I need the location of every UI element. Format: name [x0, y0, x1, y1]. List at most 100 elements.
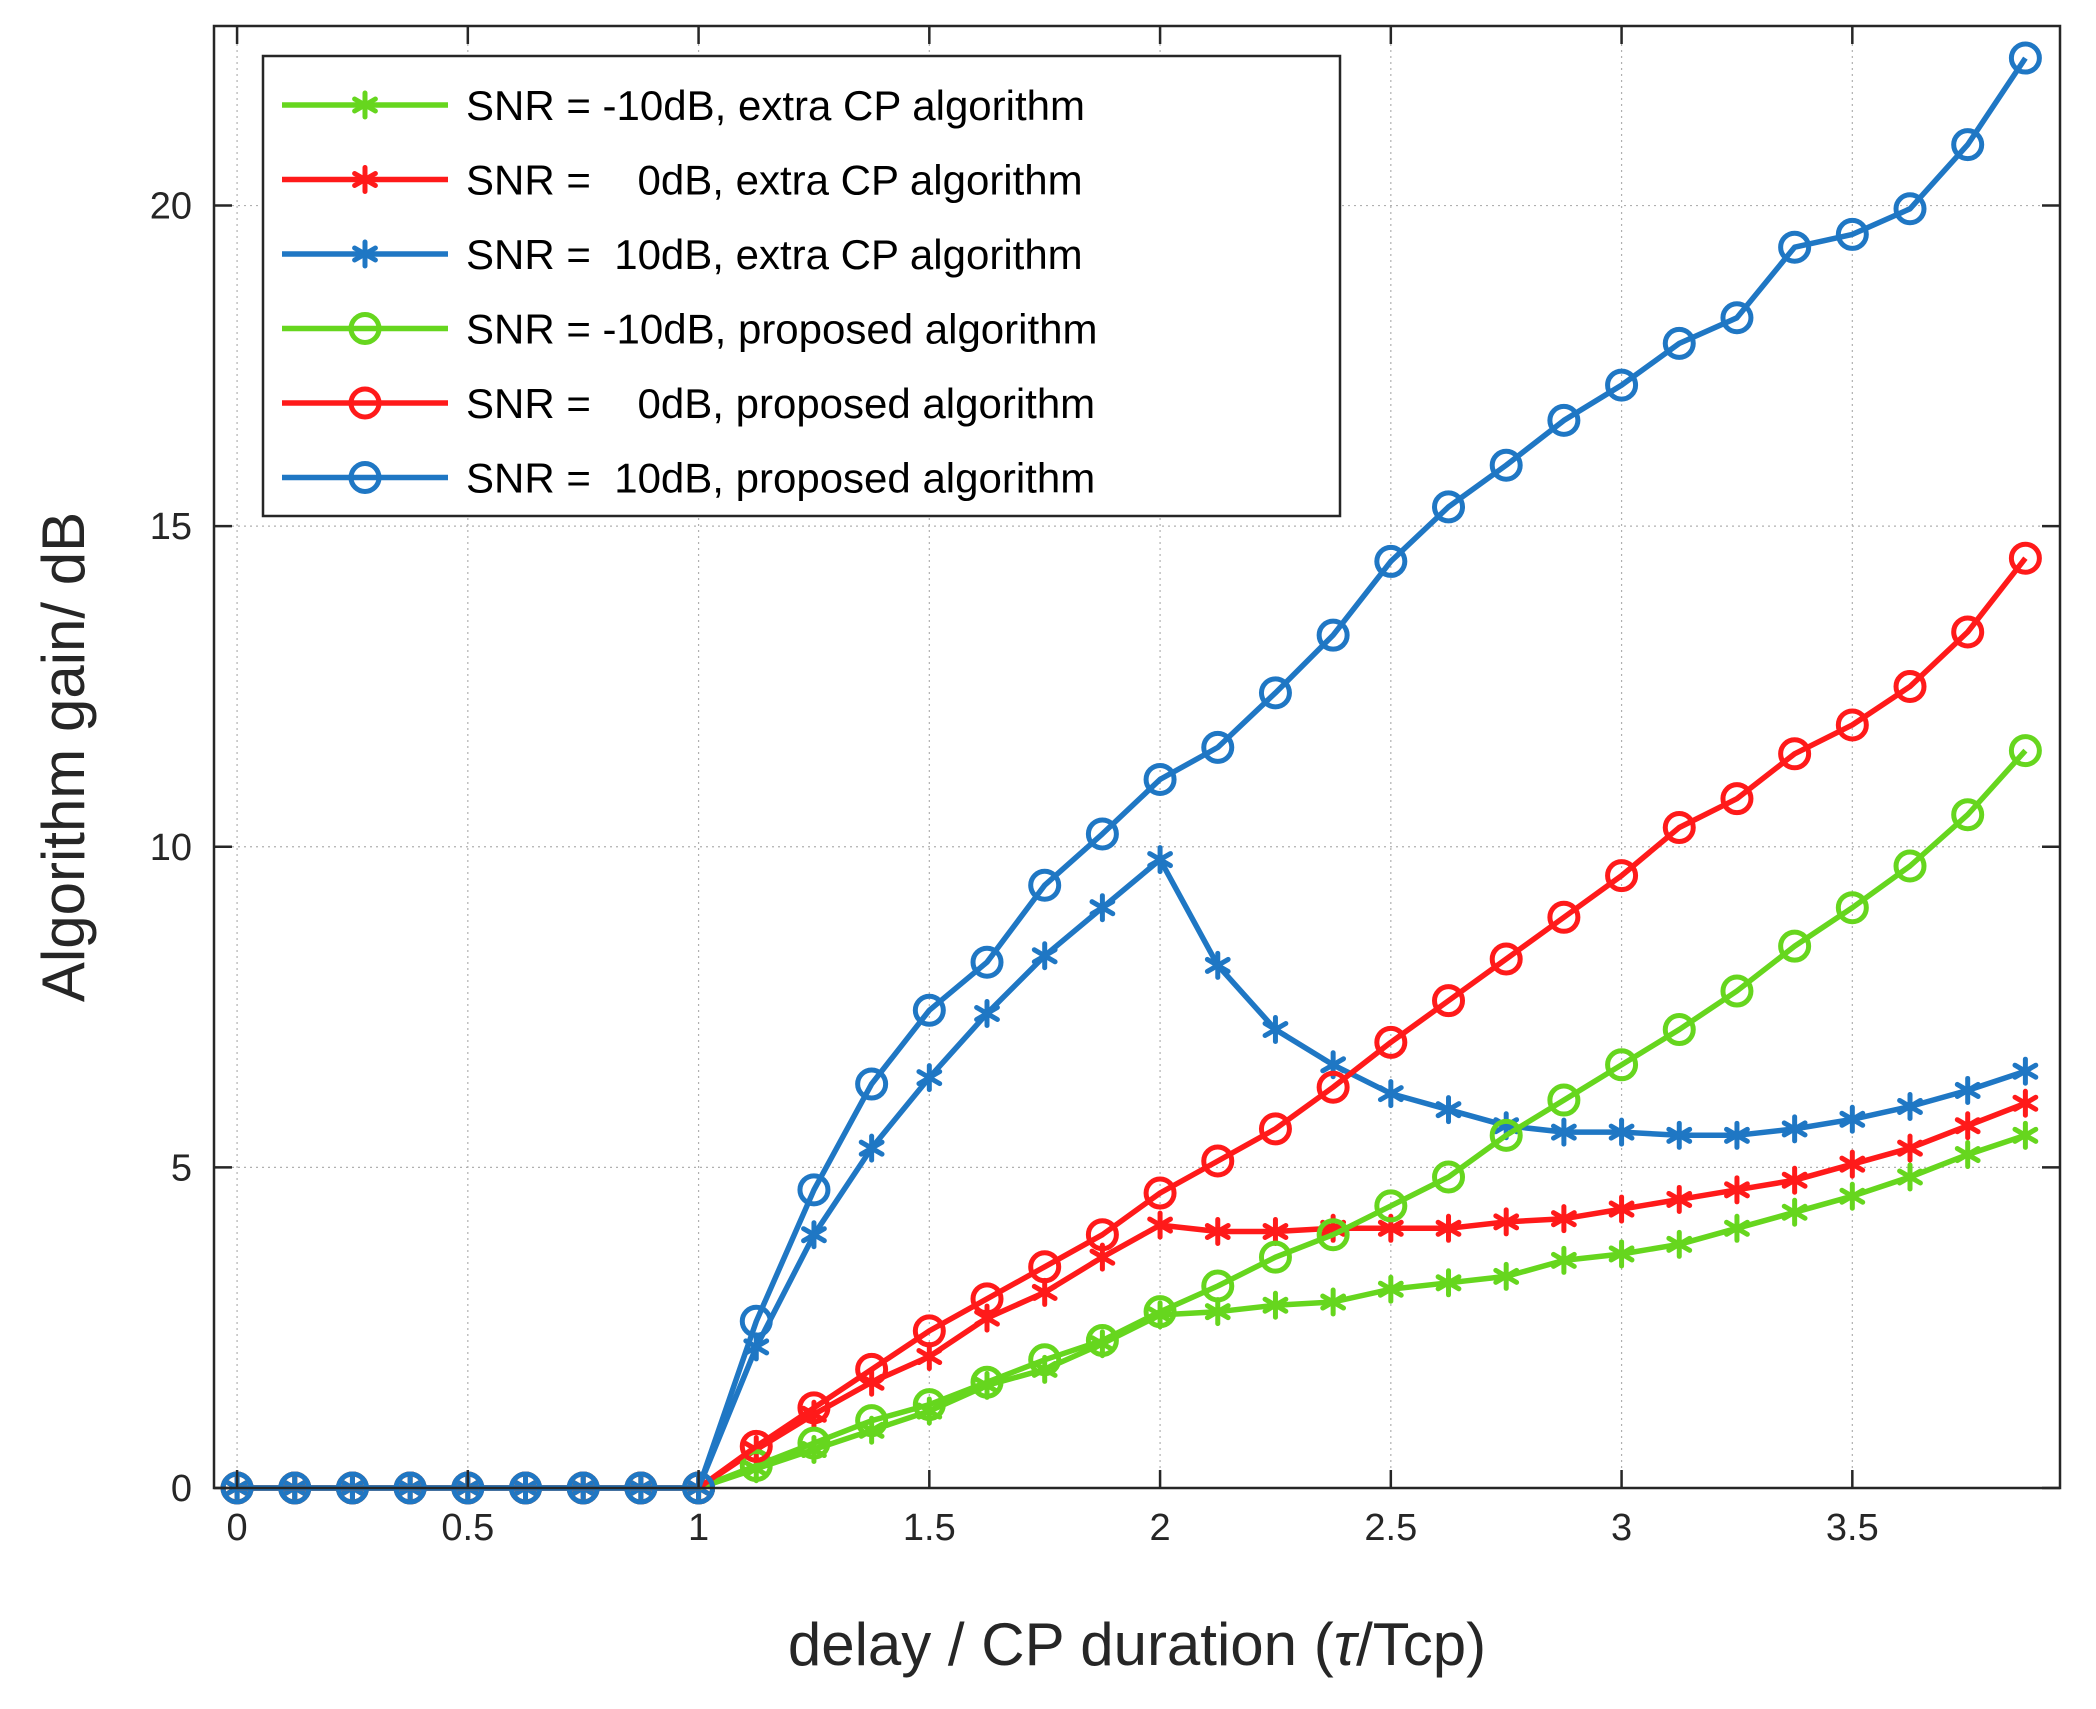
data-point-star [1320, 1287, 1347, 1317]
star-stroke [1147, 851, 1173, 869]
data-point-circle [1201, 1269, 1235, 1303]
data-point-circle [1028, 868, 1062, 902]
star-stroke [1031, 1283, 1058, 1301]
star-stroke [1608, 1200, 1635, 1218]
data-point-star [1954, 1140, 1981, 1170]
star-stroke [1377, 1219, 1404, 1237]
data-point-circle [1201, 1144, 1235, 1178]
data-point-circle [797, 1426, 831, 1460]
star-stroke [1550, 1123, 1577, 1141]
data-point-star [1954, 1075, 1981, 1105]
data-point-circle [1605, 859, 1639, 893]
star-stroke [858, 1139, 885, 1157]
star-stroke [974, 1004, 1000, 1022]
data-point-circle [1835, 217, 1869, 251]
data-point-circle [1893, 192, 1927, 226]
star-stroke [1089, 1248, 1116, 1266]
data-point-star [1724, 1213, 1750, 1243]
y-axis-label: Algorithm gain/ dB [30, 512, 97, 1002]
legend-label: SNR = 10dB, extra CP algorithm [466, 231, 1083, 278]
data-point-circle [1028, 1343, 1062, 1377]
data-point-star [1724, 1175, 1750, 1205]
data-point-circle [1547, 403, 1581, 437]
data-point-star [2012, 1088, 2039, 1118]
data-point-circle [855, 1352, 889, 1386]
data-point-star [1781, 1114, 1808, 1144]
data-point-circle [1720, 782, 1754, 816]
star-stroke [801, 1226, 827, 1244]
data-point-circle [1547, 1083, 1581, 1117]
data-point-star [1608, 1117, 1635, 1147]
data-point-circle [1028, 1250, 1062, 1284]
series-group [220, 41, 2042, 1505]
data-point-star [2012, 1120, 2039, 1150]
data-point-star [1204, 1297, 1231, 1327]
data-point-circle [1085, 1218, 1119, 1252]
data-point-star [1724, 1120, 1750, 1150]
data-point-circle [1720, 974, 1754, 1008]
data-point-circle [1374, 1025, 1408, 1059]
data-point-circle [1662, 326, 1696, 360]
star-stroke [1493, 1267, 1520, 1285]
legend-item: SNR = -10dB, extra CP algorithm [282, 82, 1085, 129]
star-stroke [1839, 1110, 1866, 1128]
data-point-circle [1720, 301, 1754, 335]
star-stroke [352, 96, 378, 114]
data-point-circle [1489, 448, 1523, 482]
star-stroke [1954, 1146, 1981, 1164]
star-stroke [1204, 956, 1231, 974]
star-stroke [1204, 1223, 1231, 1241]
legend-item: SNR = 10dB, proposed algorithm [282, 455, 1095, 502]
legend-marker [352, 165, 378, 194]
data-point-star [1262, 1290, 1289, 1320]
x-tick-label: 2 [1150, 1507, 1171, 1549]
legend-label: SNR = -10dB, proposed algorithm [466, 306, 1098, 353]
star-stroke [1089, 899, 1116, 917]
x-axis-label: delay / CP duration (τ/Tcp) [788, 1611, 1486, 1678]
star-stroke [1666, 1126, 1693, 1144]
star-stroke [1666, 1235, 1693, 1253]
star-stroke [1781, 1171, 1808, 1189]
legend: SNR = -10dB, extra CP algorithm SNR = 0dB… [261, 54, 1342, 518]
data-point-star [916, 1063, 943, 1093]
star-stroke [1320, 1056, 1347, 1074]
star-stroke [1377, 1280, 1404, 1298]
x-axis-label-symbol: τ [1334, 1611, 1360, 1678]
star-stroke [743, 1338, 770, 1356]
star-stroke [352, 245, 378, 263]
data-point-star [974, 1303, 1000, 1333]
data-point-circle [1547, 900, 1581, 934]
data-point-circle [2008, 541, 2042, 575]
data-point-star [1897, 1162, 1923, 1192]
data-point-star [1666, 1184, 1693, 1214]
star-stroke [1954, 1081, 1981, 1099]
data-point-circle [912, 993, 946, 1027]
star-stroke [1204, 1303, 1231, 1321]
data-point-star [1262, 1015, 1289, 1045]
star-stroke [352, 171, 378, 188]
data-point-circle [1258, 1240, 1292, 1274]
star-stroke [1897, 1168, 1923, 1186]
x-tick-label: 1.5 [903, 1507, 956, 1549]
data-point-star [1781, 1165, 1808, 1195]
data-point-circle [739, 1449, 773, 1483]
data-point-circle [739, 1429, 773, 1463]
data-point-circle [1143, 1295, 1177, 1329]
data-point-circle [1893, 849, 1927, 883]
data-point-circle [1489, 1118, 1523, 1152]
star-stroke [1435, 1274, 1462, 1292]
star-stroke [1262, 1021, 1289, 1039]
star-stroke [916, 1069, 943, 1087]
data-point-circle [912, 1388, 946, 1422]
ticks: 0 0.5 1 1.5 2 2.5 3 3.5 0 5 10 15 20 [150, 26, 2060, 1549]
star-stroke [1493, 1213, 1520, 1231]
legend-marker [352, 90, 378, 120]
data-point-star [801, 1220, 827, 1250]
legend-label: SNR = 0dB, extra CP algorithm [466, 157, 1083, 204]
star-stroke [974, 1309, 1000, 1327]
data-point-circle [1778, 929, 1812, 963]
data-point-star [1204, 950, 1231, 980]
data-point-star [1897, 1133, 1923, 1163]
star-stroke [1608, 1123, 1635, 1141]
data-point-star [1550, 1204, 1577, 1234]
